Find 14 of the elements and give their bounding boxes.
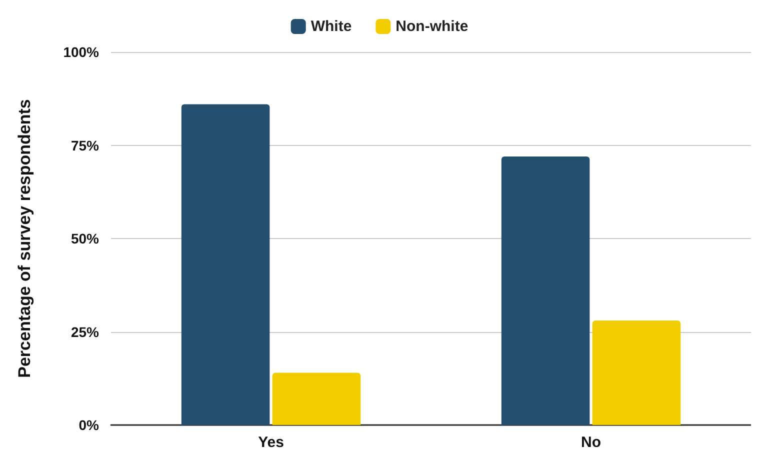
y-tick-label: 100% xyxy=(63,44,100,60)
bar xyxy=(181,104,270,425)
y-tick-label: 50% xyxy=(70,230,100,246)
x-tick-label: Yes xyxy=(258,434,284,451)
legend-label: Non-white xyxy=(396,18,468,35)
x-tick-label: No xyxy=(581,434,601,451)
y-axis-title: Percentage of survey respondents xyxy=(15,99,34,378)
bar xyxy=(501,156,590,425)
legend-label: White xyxy=(310,18,352,35)
bar xyxy=(592,320,681,425)
y-tick-label: 75% xyxy=(70,137,100,154)
y-tick-label: 0% xyxy=(78,417,100,433)
y-tick-label: 25% xyxy=(70,324,100,340)
bar xyxy=(272,372,361,425)
